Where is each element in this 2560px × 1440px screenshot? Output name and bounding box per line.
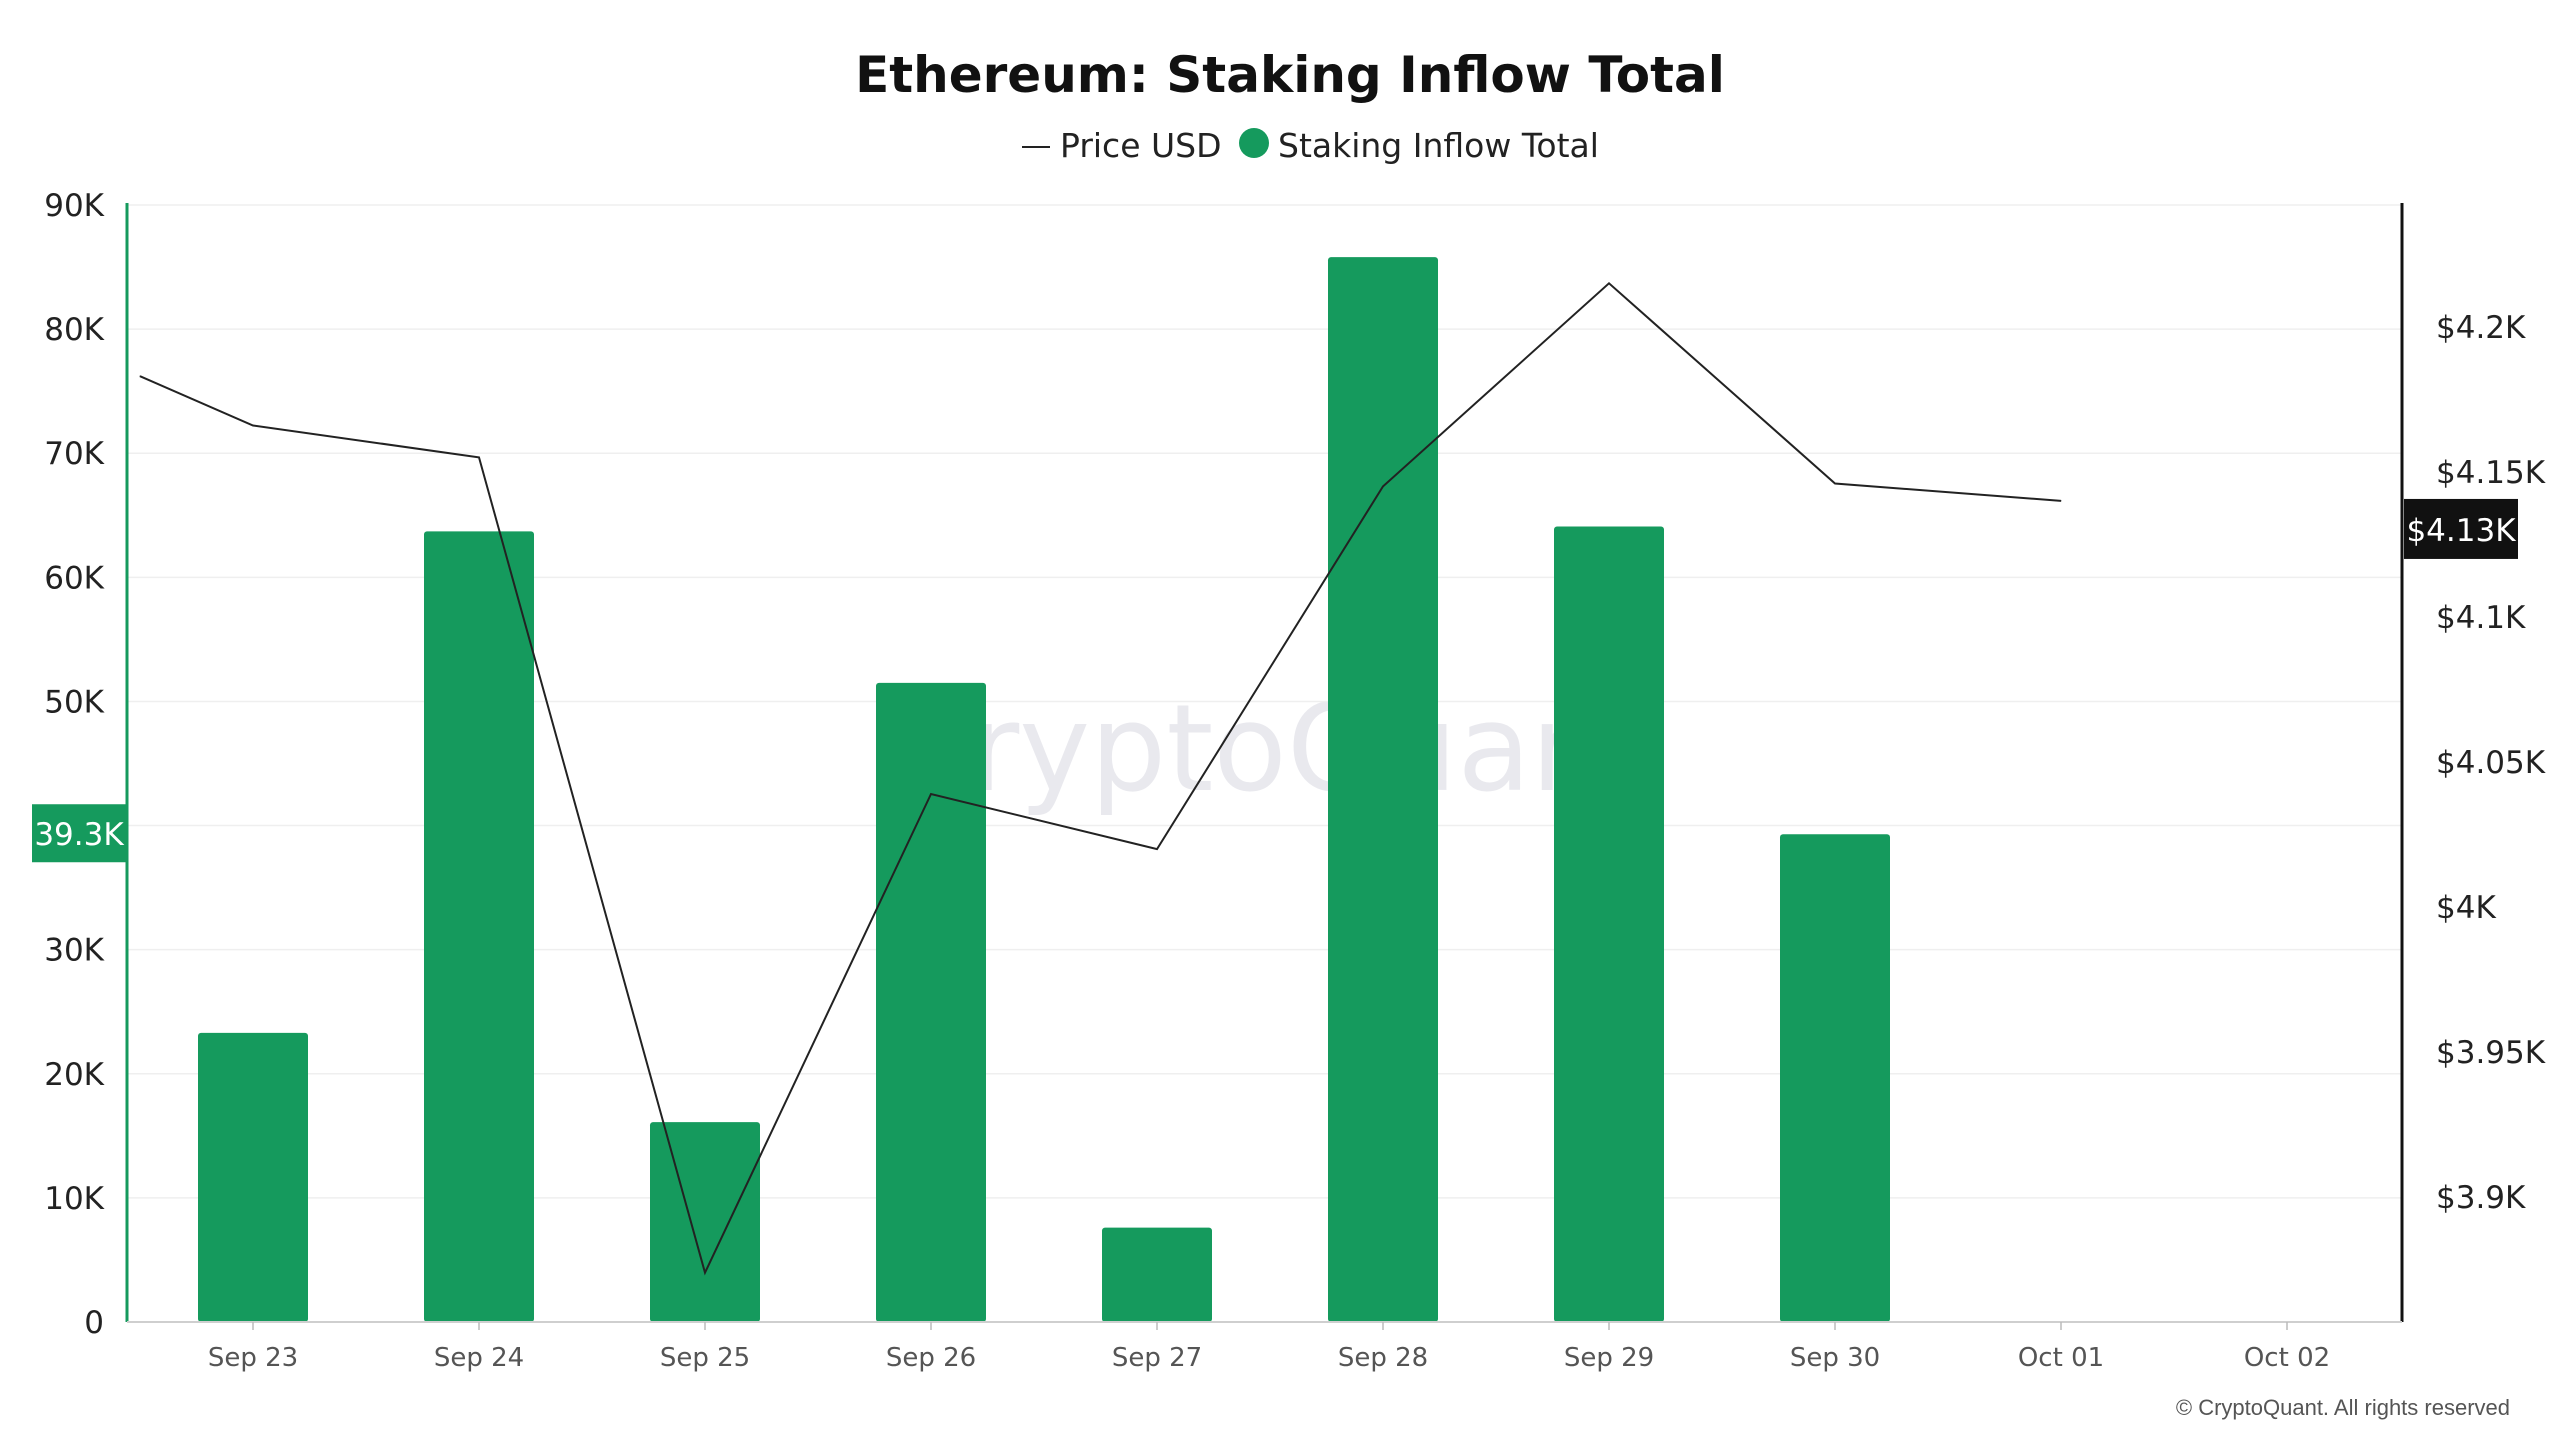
bar-sep-28[interactable] [1328, 257, 1438, 1322]
price-point [252, 424, 254, 426]
price-point [1156, 848, 1158, 850]
price-point [139, 375, 141, 377]
y-left-tick-label: 60K [44, 560, 104, 596]
y-left-tick-label: 50K [44, 684, 104, 720]
legend: Price USD Staking Inflow Total [1022, 126, 1599, 165]
y-right-tick-label: $4K [2436, 890, 2496, 926]
price-point [1382, 485, 1384, 487]
price-line[interactable] [139, 281, 2062, 1276]
x-tick-label: Sep 29 [1564, 1343, 1654, 1373]
bars [198, 257, 1890, 1322]
y-left-tick-label: 90K [44, 188, 104, 224]
legend-inflow-label[interactable]: Staking Inflow Total [1278, 126, 1599, 165]
bar-sep-23[interactable] [198, 1032, 308, 1322]
legend-inflow-dot-icon [1239, 128, 1269, 158]
price-line-layer [139, 281, 2062, 1276]
bar-sep-24[interactable] [424, 531, 534, 1322]
y-left-tick-label: 70K [44, 436, 104, 472]
y-right-tick-label: $3.95K [2436, 1035, 2546, 1071]
copyright: © CryptoQuant. All rights reserved [2176, 1395, 2510, 1420]
x-tick-label: Sep 25 [660, 1343, 750, 1373]
price-point [478, 456, 480, 458]
y-right-tick-label: $3.9K [2436, 1180, 2526, 1216]
y-left-tick-label: 30K [44, 933, 104, 969]
x-tick-label: Oct 01 [2018, 1343, 2104, 1373]
price-point [930, 793, 932, 795]
price-point [1834, 483, 1836, 485]
y-right-tick-label: $4.2K [2436, 310, 2526, 346]
x-tick-label: Sep 30 [1790, 1343, 1880, 1373]
right-current-value-badge [2404, 498, 2518, 559]
y-left-tick-label: 0 [84, 1305, 104, 1341]
bar-sep-25[interactable] [650, 1122, 760, 1322]
left-current-value-label: 39.3K [34, 817, 124, 853]
x-tick-label: Oct 02 [2244, 1343, 2330, 1373]
bar-sep-27[interactable] [1102, 1227, 1212, 1322]
left-current-value-badge [32, 804, 126, 863]
y-right-tick-label: $4.1K [2436, 600, 2526, 636]
watermark: CryptoQuant [886, 680, 1654, 819]
x-tick-label: Sep 28 [1338, 1343, 1428, 1373]
right-current-value-label: $4.13K [2406, 513, 2516, 549]
bar-sep-29[interactable] [1554, 526, 1664, 1322]
y-left-tick-label: 80K [44, 312, 104, 348]
legend-price-label[interactable]: Price USD [1060, 126, 1222, 165]
bar-sep-30[interactable] [1780, 834, 1890, 1322]
y-right-tick-label: $4.05K [2436, 745, 2546, 781]
axes [125, 203, 2404, 1323]
y-right-tick-label: $4.15K [2436, 455, 2546, 491]
price-point [2060, 500, 2062, 502]
x-tick-label: Sep 24 [434, 1343, 524, 1373]
price-point [704, 1272, 706, 1274]
chart-title: Ethereum: Staking Inflow Total [855, 46, 1725, 104]
bar-sep-26[interactable] [876, 682, 986, 1322]
x-tick-label: Sep 27 [1112, 1343, 1202, 1373]
x-tick-label: Sep 26 [886, 1343, 976, 1373]
y-left-tick-label: 20K [44, 1057, 104, 1093]
x-tick-label: Sep 23 [208, 1343, 298, 1373]
y-left-tick-label: 10K [44, 1181, 104, 1217]
badges: 39.3K $4.13K [32, 498, 2518, 863]
price-point [1608, 282, 1610, 284]
